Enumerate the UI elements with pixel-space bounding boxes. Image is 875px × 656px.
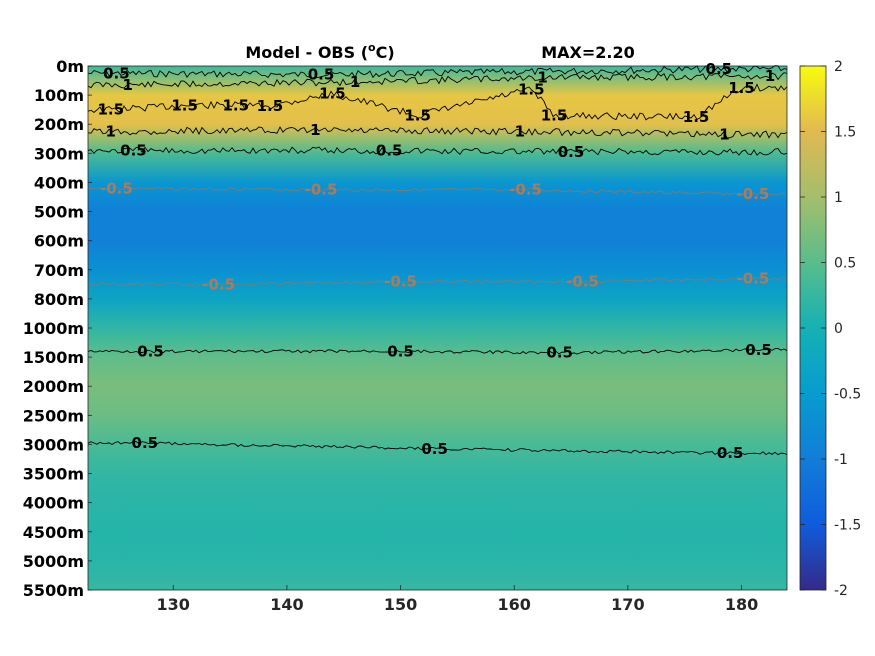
plot-area: 0.5 0.5 0.50.5 0.5 0.50.5 0.5 0.5 0.50.5 0.5 0.51…	[87, 60, 788, 591]
contour-label: -0.5	[100, 179, 133, 197]
contour-label: 1.5	[683, 108, 710, 126]
contour-label: 1	[537, 69, 547, 87]
contour-label: 1	[765, 67, 775, 85]
colorbar-tick-label: -1.5	[834, 518, 861, 534]
y-tick-label: 4500m	[23, 523, 84, 542]
contour-label: -0.5	[736, 185, 769, 203]
contour-label: -0.5	[384, 272, 417, 290]
y-tick-label: 1000m	[23, 319, 84, 338]
y-tick-label: 0m	[56, 57, 84, 76]
contour-line	[87, 186, 788, 197]
colorbar-tick-label: -0.5	[834, 387, 861, 403]
colorbar-ticks: 2 1.5 1 0.5 0 -0.5 -1 -1.5 -2	[800, 59, 861, 599]
max-annotation: MAX=2.20	[541, 43, 635, 62]
colorbar-tick-label: 2	[834, 59, 843, 75]
x-tick-label: 170	[611, 595, 644, 614]
y-tick-label: 2000m	[23, 377, 84, 396]
contour-label: 1.5	[728, 79, 755, 97]
contour-label: 0.5	[103, 64, 130, 82]
x-tick-label: 130	[157, 595, 190, 614]
contour-label: -0.5	[305, 181, 338, 199]
contour-label: 0.5	[376, 141, 403, 159]
contour-label: -0.5	[509, 181, 542, 199]
colorbar: 2 1.5 1 0.5 0 -0.5 -1 -1.5 -2	[799, 59, 861, 599]
contour-label: 1.5	[257, 97, 284, 115]
colorbar-tick-label: 0.5	[834, 256, 856, 272]
contour-label: 1.5	[222, 96, 249, 114]
contour-label: 0.5	[546, 344, 573, 362]
x-tick-label: 150	[384, 595, 417, 614]
contour-label: 0.5	[132, 434, 159, 452]
contour-line	[87, 72, 788, 89]
y-tick-label: 1500m	[23, 348, 84, 367]
y-axis: 0m 100m 200m 300m 400m 500m 600m 700m 800m 1000m 1…	[23, 57, 92, 600]
y-tick-label: 400m	[34, 173, 84, 192]
heatmap-field	[88, 66, 787, 590]
contour-label: 1	[123, 76, 133, 94]
contour-label: 0.5	[558, 143, 585, 161]
contour-label: 1.5	[518, 80, 545, 98]
y-tick-label: 700m	[34, 261, 84, 280]
y-tick-label: 5500m	[23, 581, 84, 600]
contour-label: 0.5	[308, 66, 335, 84]
y-tick-label: 3000m	[23, 435, 84, 454]
y-tick-label: 2500m	[23, 406, 84, 425]
contour-label: 0.5	[421, 440, 448, 458]
contour-label: 1	[310, 121, 320, 139]
contour-label: 1.5	[541, 106, 568, 124]
y-tick-label: 300m	[34, 144, 84, 163]
x-tick-label: 140	[270, 595, 303, 614]
contour-labels: 0.5 0.5 0.50.5 0.5 0.50.5 0.5 0.5 0.50.5 0.5 0.51…	[97, 60, 775, 462]
contour-label: -0.5	[566, 272, 599, 290]
contour-line	[87, 83, 788, 121]
contour-label: 1	[515, 123, 525, 141]
contour-label: 1	[106, 123, 116, 141]
contour-label: 1	[719, 125, 729, 143]
colorbar-tick-label: 1	[834, 190, 843, 206]
x-tick-label: 180	[725, 595, 758, 614]
contour-line	[87, 441, 788, 456]
contour-label: 0.5	[120, 141, 147, 159]
contour-line	[87, 126, 788, 139]
contour-label: 0.5	[717, 444, 744, 462]
colorbar-tick-label: 1.5	[834, 125, 856, 141]
contour-label: 1.5	[319, 85, 346, 103]
contour-label: 1.5	[97, 101, 124, 119]
y-tick-label: 5000m	[23, 552, 84, 571]
x-axis: 130 140 150 160 170 180	[157, 585, 758, 614]
contour-lines	[87, 65, 788, 456]
x-tick-label: 160	[498, 595, 531, 614]
colorbar-tick-label: 0	[834, 321, 843, 337]
y-tick-label: 3500m	[23, 465, 84, 484]
contour-line	[87, 347, 788, 355]
y-tick-label: 100m	[34, 86, 84, 105]
chart-title: Model - OBS (oC)	[245, 41, 394, 62]
y-tick-label: 500m	[34, 203, 84, 222]
contour-label: -0.5	[202, 275, 235, 293]
colorbar-tick-label: -2	[834, 583, 848, 599]
contour-line	[87, 146, 788, 156]
y-tick-label: 800m	[34, 290, 84, 309]
contour-label: 1.5	[171, 96, 198, 114]
contour-label: 1	[350, 73, 360, 91]
contour-label: -0.5	[736, 270, 769, 288]
colorbar-tick-label: -1	[834, 452, 848, 468]
contour-label: 0.5	[706, 60, 733, 78]
contour-label: 0.5	[745, 341, 772, 359]
y-tick-label: 4000m	[23, 494, 84, 513]
y-tick-label: 600m	[34, 232, 84, 251]
contour-label: 0.5	[387, 342, 414, 360]
contour-line	[87, 65, 788, 79]
contour-label: 1.5	[404, 106, 431, 124]
contour-line	[87, 276, 788, 287]
contour-label: 0.5	[137, 342, 164, 360]
y-tick-label: 200m	[34, 115, 84, 134]
